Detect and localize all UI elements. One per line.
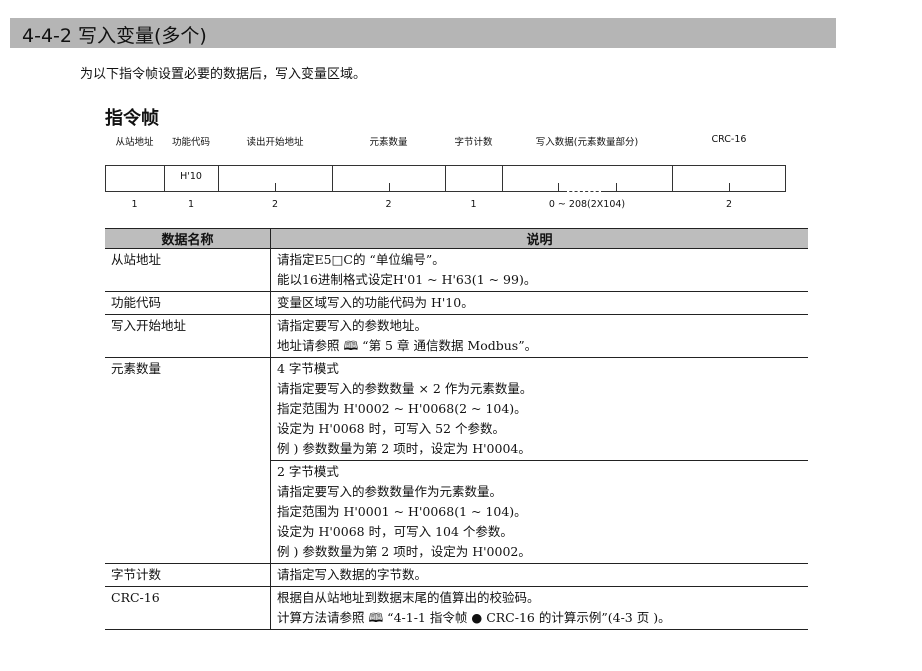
- table-row: 写入开始地址 请指定要写入的参数地址。地址请参照 🕮 “第 5 章 通信数据 Mo…: [105, 314, 808, 358]
- section-title: 4-4-2 写入变量(多个): [22, 25, 207, 47]
- description-line: 根据自从站地址到数据末尾的值算出的校验码。: [277, 590, 540, 605]
- frame-field-label: 写入数据(元素数量部分): [535, 137, 639, 148]
- data-name-text: 元素数量: [111, 361, 162, 376]
- frame-field-label: 从站地址: [115, 137, 154, 148]
- frame-field-size: 1: [187, 199, 195, 210]
- description-line: 请指定要写入的参数数量作为元素数量。: [277, 484, 503, 499]
- description-cell: 请指定要写入的参数地址。地址请参照 🕮 “第 5 章 通信数据 Modbus”。: [270, 314, 808, 358]
- table-row: 从站地址 请指定E5□C的 “单位编号”。能以16进制格式设定H'01 ~ H'6…: [105, 248, 808, 292]
- byte-tick: [558, 183, 559, 191]
- description-line: 变量区域写入的功能代码为 H'10。: [277, 295, 474, 310]
- frame-divider: [445, 165, 446, 192]
- frame-field-size: 2: [271, 199, 279, 210]
- variable-length-dash: [564, 191, 604, 192]
- description-line: 能以16进制格式设定H'01 ~ H'63(1 ~ 99)。: [277, 272, 537, 287]
- frame-field-label: 读出开始地址: [246, 137, 304, 148]
- byte-tick: [729, 183, 730, 191]
- description-line: 请指定写入数据的字节数。: [277, 567, 428, 582]
- frame-field-label: 元素数量: [369, 137, 408, 148]
- frame-gap: [564, 164, 604, 165]
- header-data-name: 数据名称: [105, 228, 271, 249]
- description-cell: 2 字节模式请指定要写入的参数数量作为元素数量。指定范围为 H'0001 ~ H…: [270, 460, 808, 564]
- intro-text: 为以下指令帧设置必要的数据后，写入变量区域。: [80, 67, 367, 82]
- section-title-bar: [10, 18, 836, 48]
- frame-divider: [164, 165, 165, 192]
- data-name-text: 从站地址: [111, 252, 162, 267]
- table-row: 元素数量 4 字节模式请指定要写入的参数数量 × 2 作为元素数量。 指定范围为 H…: [105, 357, 808, 564]
- data-name-text: 写入开始地址: [111, 318, 187, 333]
- data-name-cell: 字节计数: [105, 563, 271, 587]
- frame-field-size: 2: [725, 199, 733, 210]
- data-name-cell: 从站地址: [105, 248, 271, 292]
- description-line: 4 字节模式: [277, 361, 339, 376]
- frame-field-size: 0 ~ 208(2X104): [548, 199, 626, 210]
- byte-tick: [275, 183, 276, 191]
- frame-title: 指令帧: [105, 108, 159, 129]
- description-line: 设定为 H'0068 时，可写入 52 个参数。: [277, 421, 505, 436]
- description-cell: 4 字节模式请指定要写入的参数数量 × 2 作为元素数量。 指定范围为 H'000…: [270, 357, 808, 461]
- description-line: 例 ) 参数数量为第 2 项时，设定为 H'0004。: [277, 441, 531, 456]
- data-name-text: 功能代码: [111, 295, 162, 310]
- description-cell: 请指定写入数据的字节数。: [270, 563, 808, 587]
- data-name-cell: 元素数量: [105, 357, 271, 564]
- byte-tick: [388, 183, 390, 191]
- description-line: 指定范围为 H'0001 ~ H'0068(1 ~ 104)。: [277, 504, 527, 519]
- frame-field-label: 字节计数: [454, 137, 493, 148]
- description-line: 计算方法请参照 🕮 “4-1-1 指令帧 ● CRC-16 的计算示例”(4-3…: [277, 610, 671, 625]
- byte-tick: [616, 183, 617, 191]
- table-row: CRC-16 根据自从站地址到数据末尾的值算出的校验码。计算方法请参照 🕮 “4-…: [105, 586, 808, 630]
- data-name-cell: 写入开始地址: [105, 314, 271, 358]
- frame-field-size: 1: [470, 199, 477, 210]
- description-line: 地址请参照 🕮 “第 5 章 通信数据 Modbus”。: [277, 338, 538, 353]
- data-name-text: 字节计数: [111, 567, 162, 582]
- data-description-table: 数据名称 说明 从站地址 请指定E5□C的 “单位编号”。能以16进制格式设定H'…: [105, 228, 808, 630]
- description-line: 设定为 H'0068 时，可写入 104 个参数。: [277, 524, 513, 539]
- variable-length-dash: [564, 165, 604, 166]
- function-code-value: H'10: [180, 171, 202, 182]
- frame-divider: [218, 165, 219, 192]
- description-cell: 变量区域写入的功能代码为 H'10。: [270, 291, 808, 315]
- description-line: 2 字节模式: [277, 464, 339, 479]
- frame-field-size: 1: [131, 199, 138, 210]
- data-name-text: CRC-16: [111, 590, 160, 605]
- frame-divider: [502, 165, 503, 192]
- header-description: 说明: [270, 228, 808, 249]
- data-name-cell: CRC-16: [105, 586, 271, 630]
- data-name-cell: 功能代码: [105, 291, 271, 315]
- frame-divider: [332, 165, 333, 192]
- description-line: 请指定E5□C的 “单位编号”。: [277, 252, 445, 267]
- description-line: 请指定要写入的参数数量 × 2 作为元素数量。: [277, 381, 533, 396]
- frame-field-label: CRC-16: [711, 134, 747, 145]
- table-row: 字节计数 请指定写入数据的字节数。: [105, 563, 808, 587]
- description-cell: 请指定E5□C的 “单位编号”。能以16进制格式设定H'01 ~ H'63(1 …: [270, 248, 808, 292]
- frame-field-size: 2: [385, 199, 392, 210]
- frame-divider: [672, 165, 673, 192]
- table-row: 2 字节模式请指定要写入的参数数量作为元素数量。指定范围为 H'0001 ~ H…: [105, 460, 808, 564]
- frame-field-label: 功能代码: [171, 137, 210, 148]
- table-row: 功能代码 变量区域写入的功能代码为 H'10。: [105, 291, 808, 315]
- description-line: 例 ) 参数数量为第 2 项时，设定为 H'0002。: [277, 544, 531, 559]
- description-line: 请指定要写入的参数地址。: [277, 318, 428, 333]
- description-cell: 根据自从站地址到数据末尾的值算出的校验码。计算方法请参照 🕮 “4-1-1 指令…: [270, 586, 808, 630]
- description-line: 指定范围为 H'0002 ~ H'0068(2 ~ 104)。: [277, 401, 527, 416]
